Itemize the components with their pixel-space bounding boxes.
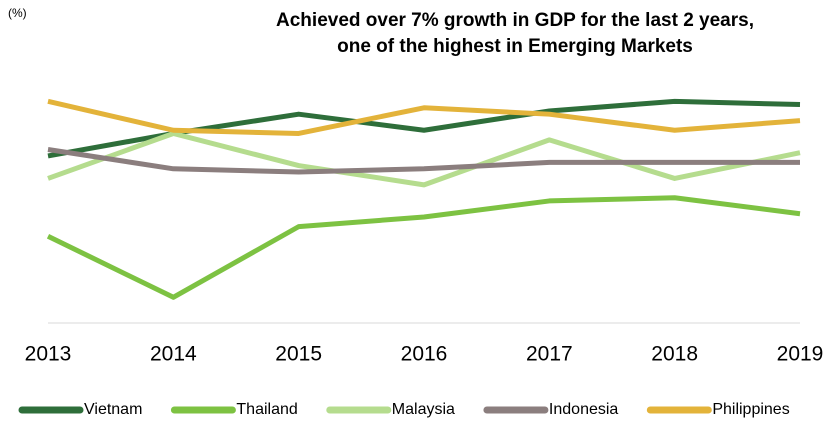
series-line (47, 98, 801, 136)
series-line (46, 195, 801, 300)
legend-label: Indonesia (549, 401, 618, 418)
legend-label: Vietnam (84, 401, 142, 418)
series-line (47, 147, 800, 175)
series-line (47, 130, 801, 188)
x-tick-label: 2018 (651, 343, 698, 366)
chart-title: one of the highest in Emerging Markets (337, 36, 693, 57)
legend-label: Thailand (236, 401, 297, 418)
x-tick-label: 2015 (275, 343, 322, 366)
y-unit-label: (%) (8, 6, 27, 20)
x-tick-label: 2014 (150, 343, 197, 366)
legend-label: Philippines (712, 401, 789, 418)
chart-title: Achieved over 7% growth in GDP for the l… (276, 10, 754, 31)
legend-label: Malaysia (392, 401, 455, 418)
x-tick-label: 2013 (25, 343, 72, 366)
x-tick-label: 2016 (401, 343, 448, 366)
x-tick-label: 2019 (777, 343, 824, 366)
x-tick-label: 2017 (526, 343, 573, 366)
